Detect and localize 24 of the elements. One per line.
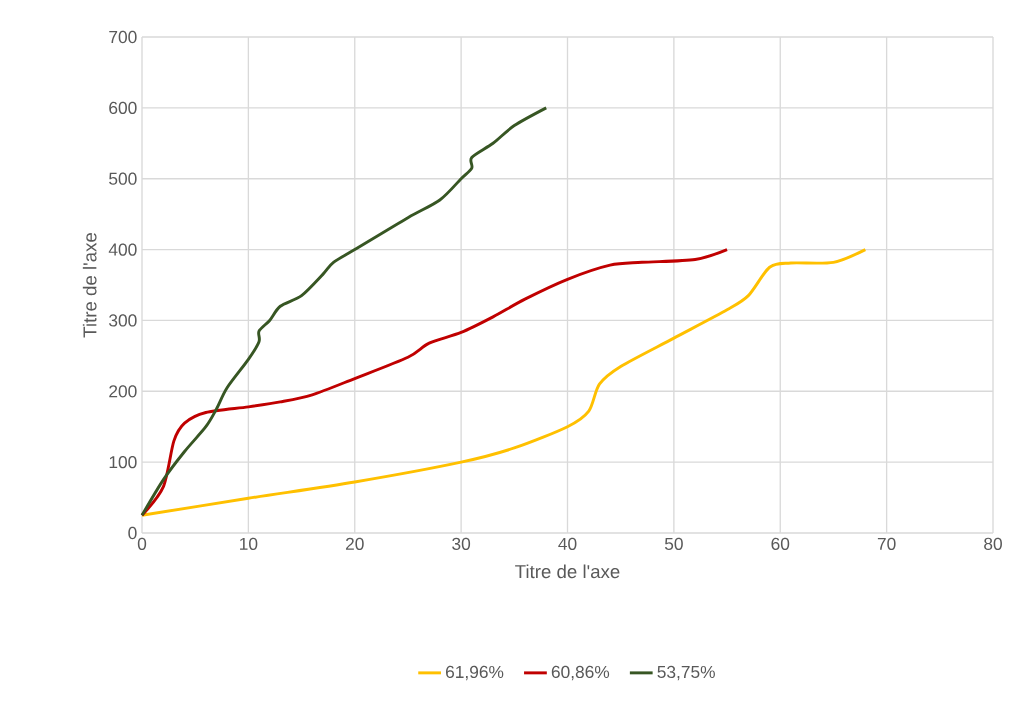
x-tick-label: 40 — [558, 537, 577, 550]
y-tick-label: 400 — [108, 243, 137, 256]
legend-label: 61,96% — [446, 665, 504, 681]
legend-label: 60,86% — [551, 665, 610, 681]
x-tick-label: 70 — [877, 537, 896, 550]
x-tick-label: 20 — [345, 537, 364, 550]
y-tick-label: 700 — [109, 30, 137, 44]
y-tick-label: 500 — [109, 172, 137, 185]
line-series — [140, 248, 867, 517]
line-series — [140, 106, 548, 517]
y-tick-label: 300 — [109, 314, 137, 327]
x-axis-title: Titre de l'axe — [515, 564, 620, 579]
x-tick-label: 10 — [240, 537, 258, 550]
x-tick-label: 80 — [984, 537, 1002, 550]
y-axis-title: Titre de l'axe — [82, 233, 97, 338]
legend-label: 53,75% — [657, 665, 715, 681]
x-tick-label: 60 — [771, 537, 790, 550]
y-tick-label: 0 — [128, 526, 137, 540]
x-tick-label: 50 — [664, 537, 683, 550]
x-tick-label: 0 — [137, 537, 147, 550]
y-tick-label: 200 — [109, 385, 137, 398]
y-tick-label: 600 — [109, 101, 137, 114]
y-tick-label: 100 — [109, 456, 137, 469]
x-tick-label: 30 — [452, 537, 471, 550]
